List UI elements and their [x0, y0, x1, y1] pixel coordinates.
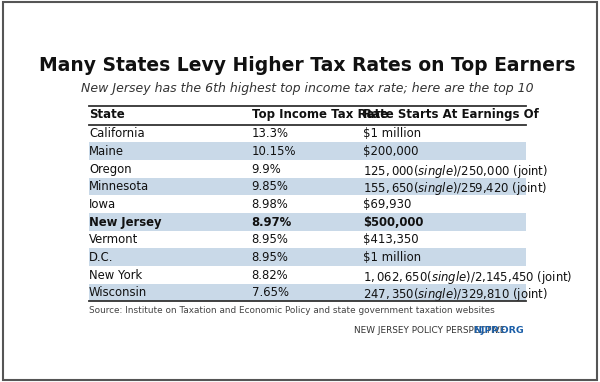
Text: $69,930: $69,930: [364, 198, 412, 211]
Bar: [89, 283, 526, 301]
Text: $155,650 (single)/$259,420 (joint): $155,650 (single)/$259,420 (joint): [364, 180, 548, 197]
Text: NJPP.ORG: NJPP.ORG: [473, 326, 524, 335]
Text: $1,062,650 (single)/$2,145,450 (joint): $1,062,650 (single)/$2,145,450 (joint): [364, 269, 573, 285]
Text: Iowa: Iowa: [89, 198, 116, 211]
Bar: [89, 266, 526, 283]
Bar: [89, 160, 526, 178]
Text: New Jersey: New Jersey: [89, 215, 161, 228]
Text: 13.3%: 13.3%: [252, 127, 289, 140]
Text: 8.82%: 8.82%: [252, 269, 289, 282]
Text: Source: Institute on Taxation and Economic Policy and state government taxation : Source: Institute on Taxation and Econom…: [89, 306, 494, 314]
Text: Vermont: Vermont: [89, 233, 138, 246]
Text: 8.97%: 8.97%: [252, 215, 292, 228]
Bar: [89, 248, 526, 266]
Text: 8.95%: 8.95%: [252, 251, 289, 264]
Bar: [89, 195, 526, 213]
Text: $1 million: $1 million: [364, 251, 421, 264]
Text: D.C.: D.C.: [89, 251, 113, 264]
Text: Oregon: Oregon: [89, 163, 131, 176]
Bar: [89, 142, 526, 160]
Text: $125,000 (single)/$250,000 (joint): $125,000 (single)/$250,000 (joint): [364, 163, 548, 180]
Text: 10.15%: 10.15%: [252, 145, 296, 158]
Text: $247,350 (single)/$329,810 (joint): $247,350 (single)/$329,810 (joint): [364, 286, 548, 303]
Text: NEW JERSEY POLICY PERSPECTIVE: NEW JERSEY POLICY PERSPECTIVE: [354, 326, 505, 335]
Text: 9.9%: 9.9%: [252, 163, 281, 176]
Bar: [89, 125, 526, 142]
Text: State: State: [89, 108, 125, 121]
Text: California: California: [89, 127, 145, 140]
Text: 7.65%: 7.65%: [252, 286, 289, 299]
Bar: [89, 231, 526, 248]
Text: Rate Starts At Earnings Of: Rate Starts At Earnings Of: [364, 108, 539, 121]
Text: Maine: Maine: [89, 145, 124, 158]
Text: 9.85%: 9.85%: [252, 180, 289, 193]
Text: $200,000: $200,000: [364, 145, 419, 158]
Text: Minnesota: Minnesota: [89, 180, 149, 193]
Text: New York: New York: [89, 269, 142, 282]
Text: Many States Levy Higher Tax Rates on Top Earners: Many States Levy Higher Tax Rates on Top…: [39, 56, 576, 75]
Text: Top Income Tax Rate: Top Income Tax Rate: [252, 108, 388, 121]
Bar: [89, 213, 526, 231]
Text: $413,350: $413,350: [364, 233, 419, 246]
Text: $500,000: $500,000: [364, 215, 424, 228]
Text: 8.98%: 8.98%: [252, 198, 289, 211]
Text: New Jersey has the 6th highest top income tax rate; here are the top 10: New Jersey has the 6th highest top incom…: [81, 82, 534, 95]
Text: 8.95%: 8.95%: [252, 233, 289, 246]
Text: Wisconsin: Wisconsin: [89, 286, 147, 299]
Bar: [89, 178, 526, 195]
Text: $1 million: $1 million: [364, 127, 421, 140]
